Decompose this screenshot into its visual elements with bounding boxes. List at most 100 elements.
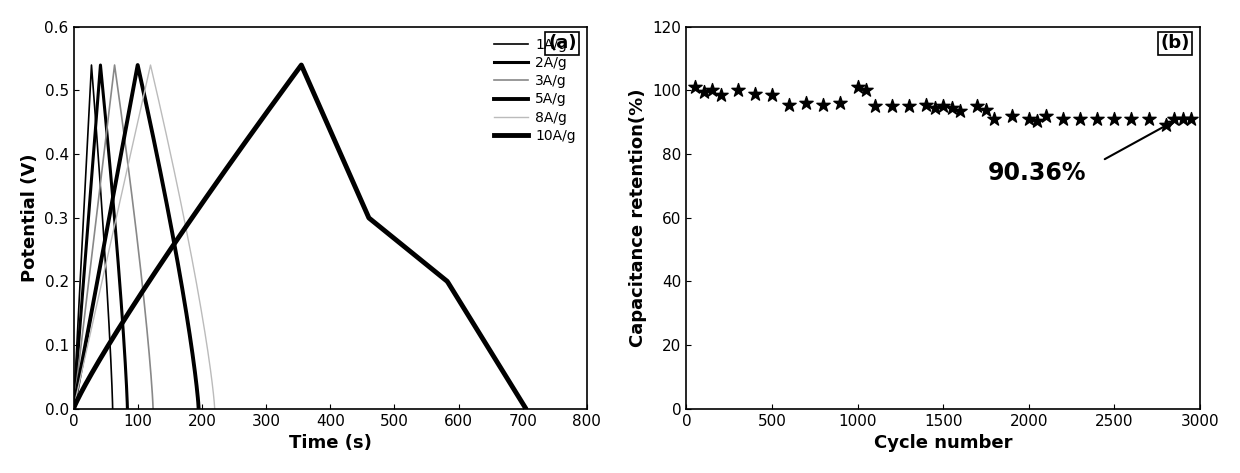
Line: 8A/g: 8A/g (73, 65, 215, 409)
Point (864, 103, 884, 110)
10A/g (216, 170, 231, 175)
1A/g (92, 162, 107, 168)
Point (899, 103, 919, 110)
3A/g (95, 156, 110, 162)
3A/g (120, 162, 135, 168)
5A/g (153, 168, 167, 174)
3A/g (122, 172, 136, 178)
Point (1182, 115, 1202, 123)
Point (985, 115, 1004, 123)
Point (848, 84, 868, 91)
2A/g (115, 318, 130, 324)
5A/g (151, 162, 166, 168)
8A/g (207, 406, 222, 412)
2A/g (103, 162, 118, 168)
2A/g (120, 406, 135, 412)
2A/g (103, 168, 118, 174)
Line: 5A/g: 5A/g (73, 65, 198, 409)
1A/g (79, 163, 94, 168)
5A/g (154, 172, 169, 178)
1A/g (92, 172, 107, 178)
Point (1028, 117, 1048, 124)
Point (796, 99, 816, 107)
Point (1164, 115, 1184, 123)
X-axis label: Time (s): Time (s) (289, 434, 372, 452)
Point (1035, 112, 1055, 120)
5A/g (112, 163, 126, 168)
Point (916, 101, 936, 109)
X-axis label: Cycle number: Cycle number (874, 434, 1012, 452)
Line: 3A/g: 3A/g (73, 65, 153, 409)
1A/g (84, 62, 99, 68)
8A/g (66, 406, 81, 412)
10A/g (384, 233, 399, 239)
1A/g (102, 318, 117, 324)
Point (1070, 115, 1090, 123)
5A/g (66, 406, 81, 412)
8A/g (166, 168, 181, 174)
10A/g (432, 272, 446, 278)
10A/g (480, 344, 495, 350)
1A/g (66, 406, 81, 412)
5A/g (180, 318, 195, 324)
2A/g (66, 406, 81, 412)
Point (882, 103, 901, 110)
3A/g (139, 318, 154, 324)
2A/g (93, 62, 108, 68)
Point (950, 107, 970, 115)
Point (925, 104, 945, 112)
Point (1002, 112, 1022, 120)
Y-axis label: Potential (V): Potential (V) (21, 154, 38, 282)
Point (1087, 115, 1107, 123)
Line: 2A/g: 2A/g (73, 65, 128, 409)
5A/g (130, 62, 145, 68)
8A/g (196, 318, 211, 324)
Point (856, 87, 875, 94)
Point (967, 103, 987, 110)
2A/g (103, 172, 118, 178)
Point (711, 91, 730, 99)
Line: 10A/g: 10A/g (73, 65, 526, 409)
Y-axis label: Capacitance retention(%): Capacitance retention(%) (629, 88, 647, 347)
Point (728, 87, 748, 94)
3A/g (95, 163, 110, 168)
Point (941, 104, 961, 112)
8A/g (165, 162, 180, 168)
2A/g (86, 156, 100, 162)
1A/g (79, 156, 94, 162)
Point (1173, 115, 1193, 123)
3A/g (107, 62, 122, 68)
8A/g (167, 172, 182, 178)
5A/g (191, 406, 206, 412)
10A/g (66, 406, 81, 412)
Point (813, 101, 833, 109)
3A/g (122, 168, 136, 174)
Text: (a): (a) (548, 35, 577, 53)
Legend: 1A/g, 2A/g, 3A/g, 5A/g, 8A/g, 10A/g: 1A/g, 2A/g, 3A/g, 5A/g, 8A/g, 10A/g (490, 34, 580, 147)
Point (1105, 115, 1125, 123)
Point (1019, 115, 1039, 123)
1A/g (92, 168, 107, 174)
Text: 90.36%: 90.36% (988, 161, 1086, 185)
1A/g (105, 406, 120, 412)
Point (779, 101, 799, 109)
10A/g (196, 198, 211, 204)
2A/g (86, 163, 100, 168)
Text: (b): (b) (1161, 35, 1189, 53)
Point (763, 91, 782, 99)
Point (1138, 115, 1158, 123)
8A/g (120, 163, 135, 168)
8A/g (143, 62, 157, 68)
3A/g (145, 406, 160, 412)
Point (1156, 122, 1176, 129)
3A/g (66, 406, 81, 412)
Point (976, 106, 996, 114)
Point (1121, 115, 1141, 123)
Point (702, 87, 722, 94)
5A/g (113, 156, 128, 162)
Point (693, 88, 713, 96)
Line: 1A/g: 1A/g (73, 65, 113, 409)
10A/g (294, 62, 309, 68)
8A/g (122, 156, 136, 162)
10A/g (234, 144, 249, 150)
